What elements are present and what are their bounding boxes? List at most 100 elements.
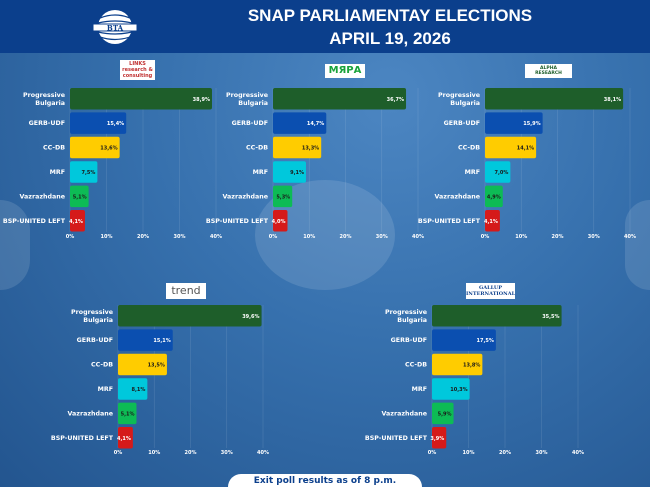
data-label: 10,3%	[450, 387, 467, 393]
category-label: MRF	[412, 386, 427, 393]
data-label: 5,9%	[438, 411, 452, 417]
data-label: 13,8%	[463, 363, 480, 369]
x-tick-label: 30%	[376, 234, 388, 240]
x-tick-label: 20%	[499, 450, 511, 456]
category-label: BSP-UNITED LEFT	[3, 218, 66, 225]
category-label: Progressive	[23, 92, 65, 99]
data-label: 4,1%	[484, 219, 498, 225]
category-label: CC-DB	[91, 362, 113, 369]
bar-progressive-bulgaria	[273, 88, 407, 110]
bar-bsp-united-left	[273, 210, 288, 232]
category-label: BSP-UNITED LEFT	[51, 435, 114, 442]
x-tick-label: 10%	[303, 234, 315, 240]
data-label: 5,1%	[73, 194, 87, 200]
x-tick-label: 0%	[481, 234, 490, 240]
x-tick-label: 40%	[624, 234, 636, 240]
watermark-globe	[0, 200, 30, 290]
gallup-logo: GALLUP INTERNATIONAL	[465, 283, 516, 299]
watermark-globe	[625, 200, 650, 290]
data-label: 14,7%	[307, 121, 324, 127]
category-label: MRF	[98, 386, 113, 393]
footer-note: Exit poll results as of 8 p.m.	[228, 474, 422, 487]
data-label: 7,0%	[495, 170, 509, 176]
category-label: Progressive	[226, 92, 268, 99]
data-label: 5,1%	[121, 411, 135, 417]
category-label: BSP-UNITED LEFT	[365, 435, 428, 442]
category-label: Vazrazhdane	[435, 193, 480, 200]
bar-gerb-udf	[485, 112, 543, 134]
category-label: GERB-UDF	[391, 337, 427, 344]
data-label: 35,5%	[542, 314, 559, 320]
category-label: Vazrazhdane	[223, 193, 268, 200]
title-line-2: APRIL 19, 2026	[329, 29, 451, 48]
category-label: BSP-UNITED LEFT	[206, 218, 269, 225]
data-label: 4,9%	[487, 194, 501, 200]
bar-cc-db	[118, 353, 167, 376]
category-label: GERB-UDF	[232, 120, 268, 127]
category-label: Vazrazhdane	[68, 410, 113, 417]
bar-vazrazhdane	[118, 402, 137, 425]
data-label: 36,7%	[387, 97, 404, 103]
category-label: GERB-UDF	[444, 120, 480, 127]
data-label: 4,1%	[69, 219, 83, 225]
bar-mrf	[118, 378, 148, 400]
category-label: CC-DB	[405, 362, 427, 369]
bar-bsp-united-left	[432, 427, 447, 449]
data-label: 39,6%	[242, 314, 259, 320]
x-tick-label: 0%	[66, 234, 75, 240]
bar-mrf	[70, 161, 98, 183]
bar-vazrazhdane	[70, 185, 89, 208]
category-label: Progressive	[438, 92, 480, 99]
category-label: GERB-UDF	[29, 120, 65, 127]
bar-progressive-bulgaria	[485, 88, 624, 110]
alpha-research-logo: ALPHA RESEARCH	[525, 64, 572, 78]
x-tick-label: 40%	[210, 234, 222, 240]
category-label: MRF	[253, 169, 268, 176]
bar-vazrazhdane	[432, 402, 454, 425]
bar-cc-db	[70, 136, 120, 159]
title-line-1: SNAP PARLIAMENTAY ELECTIONS	[247, 6, 533, 25]
data-label: 7,5%	[82, 170, 96, 176]
x-tick-label: 10%	[148, 450, 160, 456]
data-label: 13,6%	[100, 146, 117, 152]
data-label: 15,9%	[523, 121, 540, 127]
bar-cc-db	[273, 136, 322, 159]
category-label: MRF	[50, 169, 65, 176]
category-label: Bulgaria	[238, 100, 268, 107]
data-label: 4,1%	[117, 436, 131, 442]
category-label: Progressive	[71, 309, 113, 316]
bar-cc-db	[432, 353, 483, 376]
header: BTA SNAP PARLIAMENTAY ELECTIONS APRIL 19…	[0, 0, 650, 53]
data-label: 9,1%	[290, 170, 304, 176]
trend-logo: trend	[166, 283, 206, 299]
bar-vazrazhdane	[485, 185, 503, 208]
bar-progressive-bulgaria	[432, 305, 562, 327]
category-label: CC-DB	[43, 145, 65, 152]
data-label: 14,1%	[517, 146, 534, 152]
bar-vazrazhdane	[273, 185, 293, 208]
data-label: 4,0%	[272, 219, 286, 225]
category-label: CC-DB	[246, 145, 268, 152]
data-label: 17,5%	[477, 338, 494, 344]
bar-mrf	[485, 161, 511, 183]
category-label: BSP-UNITED LEFT	[418, 218, 481, 225]
category-label: Bulgaria	[35, 100, 65, 107]
category-label: Bulgaria	[450, 100, 480, 107]
x-tick-label: 10%	[515, 234, 527, 240]
bar-gerb-udf	[118, 329, 173, 351]
x-tick-label: 10%	[101, 234, 113, 240]
x-tick-label: 40%	[257, 450, 269, 456]
x-tick-label: 0%	[114, 450, 123, 456]
data-label: 5,3%	[276, 194, 290, 200]
data-label: 8,1%	[131, 387, 145, 393]
category-label: CC-DB	[458, 145, 480, 152]
data-label: 38,9%	[193, 97, 210, 103]
category-label: Progressive	[385, 309, 427, 316]
data-label: 15,1%	[153, 338, 170, 344]
data-label: 13,5%	[148, 363, 165, 369]
category-label: Bulgaria	[397, 317, 427, 324]
x-tick-label: 40%	[412, 234, 424, 240]
bar-gerb-udf	[70, 112, 127, 134]
bar-gerb-udf	[432, 329, 496, 351]
